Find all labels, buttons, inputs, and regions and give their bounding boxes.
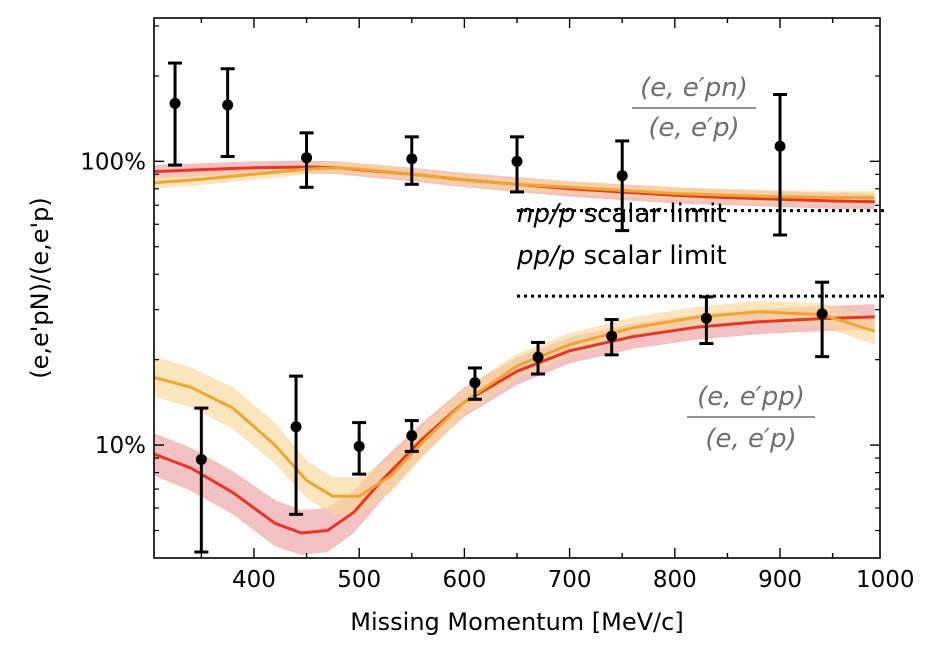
pp-limit-label: pp/p scalar limit <box>516 241 727 271</box>
x-tick-label-400: 400 <box>232 567 276 593</box>
data-point-1-0 <box>195 453 207 465</box>
model-line-orange-3 <box>153 310 876 498</box>
pp-limit-label-rest: scalar limit <box>575 241 726 271</box>
data-point-1-1 <box>290 421 302 433</box>
data-point-1-6 <box>606 330 618 342</box>
pn-ratio-numerator: (e, e′pn) <box>640 73 748 103</box>
data-point-0-6 <box>774 140 786 152</box>
model-bands <box>154 160 875 555</box>
data-point-1-2 <box>353 440 365 452</box>
y-tick-label-1: 100% <box>80 149 146 175</box>
data-point-0-5 <box>616 170 628 182</box>
data-point-1-7 <box>700 312 712 324</box>
pp-limit-label-italic: pp/p <box>516 241 575 271</box>
data-point-0-4 <box>511 155 523 167</box>
x-tick-label-900: 900 <box>758 567 802 593</box>
axis-ticks: 400 500 600 700 800 900 1000 10% 100% <box>80 18 915 593</box>
x-axis-title: Missing Momentum [MeV/c] <box>350 608 683 636</box>
data-point-1-4 <box>469 377 481 389</box>
pp-ratio-numerator: (e, e′pp) <box>697 382 805 412</box>
np-limit-label-rest: scalar limit <box>575 199 726 229</box>
pn-ratio-denominator: (e, e′p) <box>648 113 739 143</box>
data-point-0-2 <box>301 152 313 164</box>
plot-frame <box>153 17 881 559</box>
x-tick-label-700: 700 <box>548 567 592 593</box>
pp-ratio-denominator: (e, e′p) <box>705 424 796 454</box>
model-band-orange-3 <box>154 301 875 515</box>
data-points <box>168 61 830 554</box>
axes <box>153 17 881 559</box>
data-point-1-8 <box>816 308 828 320</box>
model-band-red-2 <box>154 304 875 555</box>
y-axis-title: (e,e'pN)/(e,e'p) <box>26 197 54 378</box>
x-tick-label-800: 800 <box>653 567 697 593</box>
np-limit-label-italic: np/p <box>517 199 575 229</box>
model-line-orange-1 <box>153 166 875 200</box>
y-tick-label-0: 10% <box>95 433 146 459</box>
x-tick-label-600: 600 <box>442 567 486 593</box>
x-tick-label-1000: 1000 <box>856 567 915 593</box>
model-lines <box>153 165 876 535</box>
data-point-1-5 <box>532 351 544 363</box>
model-line-red-2 <box>153 315 875 535</box>
x-tick-label-500: 500 <box>337 567 381 593</box>
data-point-0-0 <box>169 97 181 109</box>
data-point-0-1 <box>222 99 234 111</box>
data-point-0-3 <box>406 153 418 165</box>
data-point-1-3 <box>406 430 418 442</box>
np-limit-label: np/p scalar limit <box>517 199 727 229</box>
